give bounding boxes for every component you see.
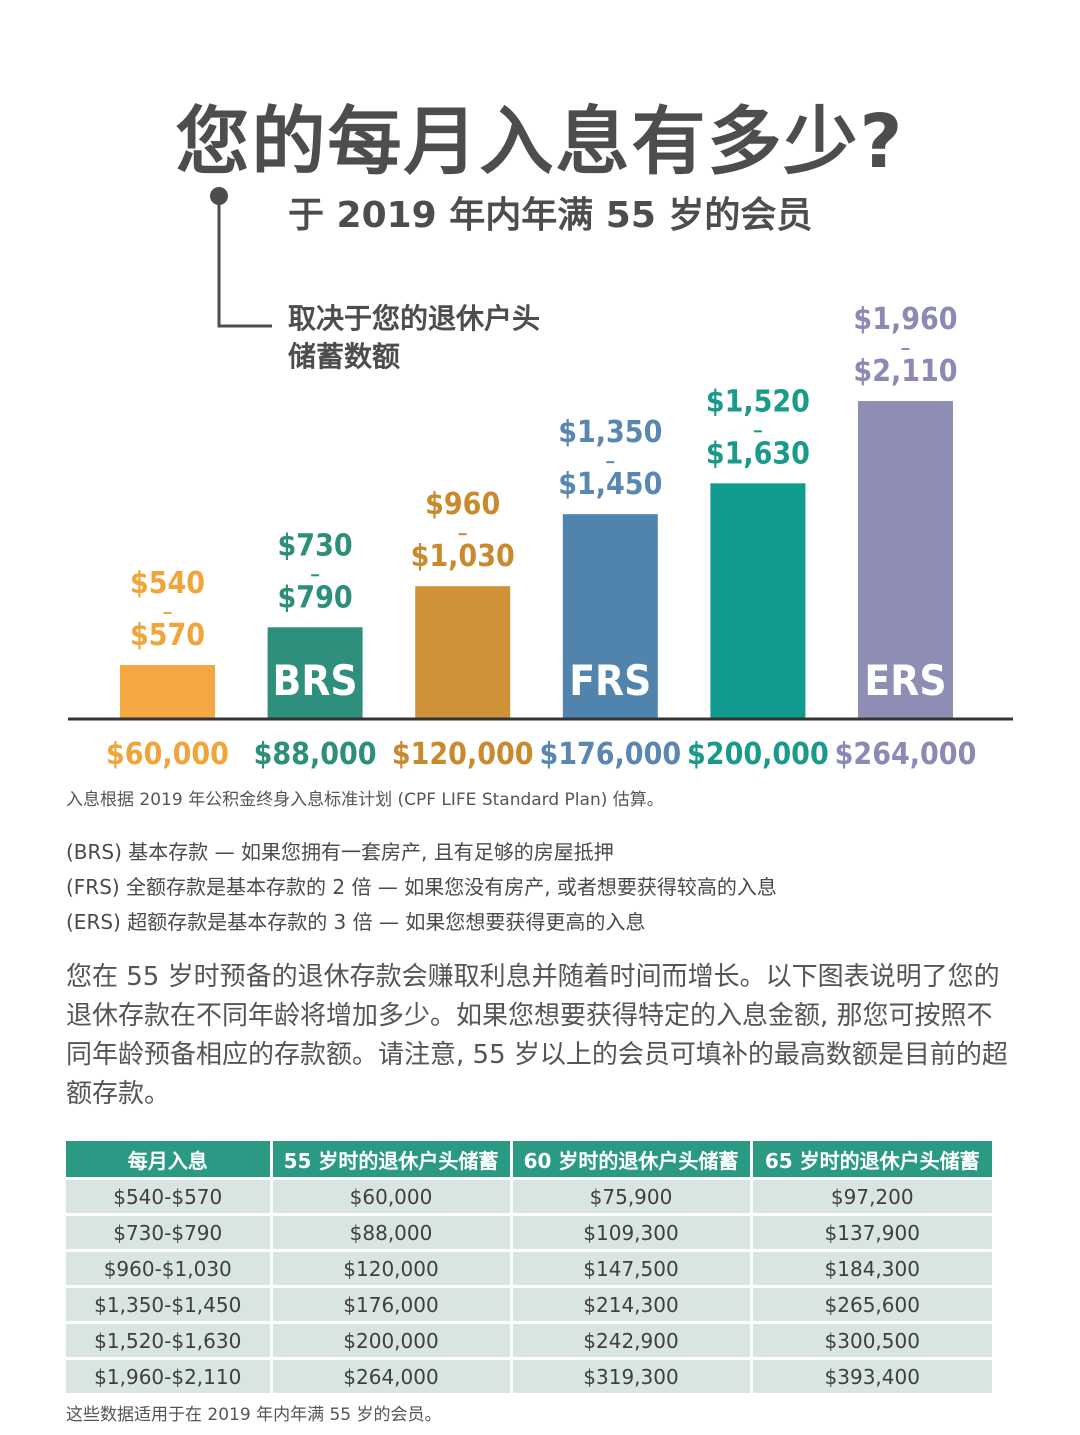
bar-label-high: $1,030: [411, 539, 515, 574]
table-cell: $184,300: [751, 1249, 992, 1287]
scheme-definitions: (BRS) 基本存款 — 如果您拥有一套房产, 且有足够的房屋抵押 (FRS) …: [66, 835, 777, 940]
bar: [120, 665, 215, 719]
table-cell: $242,900: [511, 1321, 753, 1359]
bar-label-low: $730: [278, 528, 353, 563]
header-savings-at-65: 65 岁时的退休户头储蓄: [751, 1141, 992, 1179]
table-cell: $147,500: [511, 1249, 753, 1287]
table-row: $960-$1,030 $120,000 $147,500 $184,300: [66, 1249, 992, 1287]
table-cell: $109,300: [511, 1213, 753, 1251]
bar: [267, 627, 363, 719]
table-row: $1,520-$1,630 $200,000 $242,900 $300,500: [66, 1321, 992, 1359]
bar-label-dash: [753, 430, 762, 433]
income-bar-chart: $540 $570 $60,000 $730 $790 BRS $88,000 $960 $1,…: [68, 187, 1013, 772]
table-cell: $75,900: [511, 1177, 753, 1215]
table-cell: $960-$1,030: [66, 1249, 273, 1287]
header-savings-at-60: 60 岁时的退休户头储蓄: [511, 1141, 753, 1179]
table-cell: $264,000: [271, 1357, 513, 1393]
bar-label-dash: [901, 348, 910, 351]
table-cell: $176,000: [271, 1285, 513, 1323]
bar-label-low: $540: [130, 566, 205, 601]
page-title: 您的每月入息有多少?: [175, 99, 905, 185]
page-subtitle: 于 2019 年内年满 55 岁的会员: [288, 195, 813, 236]
bar-label-high: $1,450: [558, 467, 662, 502]
savings-table: 每月入息 55 岁时的退休户头储蓄 60 岁时的退休户头储蓄 65 岁时的退休户…: [66, 1141, 992, 1393]
table-cell: $97,200: [751, 1177, 992, 1215]
definition-brs: (BRS) 基本存款 — 如果您拥有一套房产, 且有足够的房屋抵押: [66, 840, 614, 864]
x-tick-label: $264,000: [835, 737, 977, 772]
bar-label-high: $570: [130, 618, 205, 653]
bar-tag: FRS: [569, 656, 651, 705]
table-cell: $200,000: [271, 1321, 513, 1359]
bar-tag: ERS: [864, 656, 946, 705]
table-row: $1,350-$1,450 $176,000 $214,300 $265,600: [66, 1285, 992, 1323]
table-cell: $214,300: [511, 1285, 753, 1323]
bar-label-dash: [606, 461, 615, 464]
callout-connector: [210, 187, 272, 328]
bar-label-high: $2,110: [853, 354, 957, 389]
chart-footnote: 入息根据 2019 年公积金终身入息标准计划 (CPF LIFE Standar…: [66, 790, 664, 810]
table-cell: $120,000: [271, 1249, 513, 1287]
bar-label-low: $1,520: [706, 384, 810, 419]
bar: [562, 514, 658, 719]
table-cell: $1,520-$1,630: [66, 1321, 273, 1359]
bar-label-high: $1,630: [706, 436, 810, 471]
table-cell: $137,900: [751, 1213, 992, 1251]
bar-label-dash: [163, 612, 172, 614]
table-header-row: 每月入息 55 岁时的退休户头储蓄 60 岁时的退休户头储蓄 65 岁时的退休户…: [66, 1141, 992, 1179]
table-cell: $540-$570: [66, 1177, 273, 1215]
bar-label-low: $1,960: [853, 302, 957, 337]
bar-label-dash: [458, 533, 467, 536]
table-cell: $1,350-$1,450: [66, 1285, 273, 1323]
bar: [415, 586, 511, 719]
x-tick-label: $120,000: [392, 737, 534, 772]
x-tick-label: $200,000: [687, 737, 829, 772]
x-tick-label: $60,000: [106, 737, 229, 772]
table-row: $540-$570 $60,000 $75,900 $97,200: [66, 1177, 992, 1215]
callout-line-1: 取决于您的退休户头: [288, 302, 541, 335]
table-cell: $393,400: [751, 1357, 992, 1393]
bar: [858, 401, 953, 719]
definition-frs: (FRS) 全额存款是基本存款的 2 倍 — 如果您没有房产, 或者想要获得较高…: [66, 875, 777, 899]
table-cell: $300,500: [751, 1321, 992, 1359]
table-row: $730-$790 $88,000 $109,300 $137,900: [66, 1213, 992, 1251]
header-monthly-income: 每月入息: [66, 1141, 273, 1179]
table-cell: $1,960-$2,110: [66, 1357, 273, 1393]
table-footnote: 这些数据适用于在 2019 年内年满 55 岁的会员。: [66, 1405, 442, 1425]
bar-label-low: $960: [425, 487, 500, 522]
table-row: $1,960-$2,110 $264,000 $319,300 $393,400: [66, 1357, 992, 1393]
x-tick-label: $88,000: [254, 737, 377, 772]
callout-text: 取决于您的退休户头 储蓄数额: [288, 300, 540, 376]
bar-label-low: $1,350: [558, 415, 662, 450]
bar: [710, 483, 806, 719]
table-cell: $60,000: [271, 1177, 513, 1215]
x-tick-label: $176,000: [539, 737, 681, 772]
table-cell: $319,300: [511, 1357, 753, 1393]
callout-line-2: 储蓄数额: [288, 340, 401, 373]
table-cell: $730-$790: [66, 1213, 273, 1251]
bar-label-dash: [311, 574, 320, 577]
bar-label-high: $790: [278, 580, 353, 615]
table-cell: $88,000: [271, 1213, 513, 1251]
header-savings-at-55: 55 岁时的退休户头储蓄: [271, 1141, 513, 1179]
bar-tag: BRS: [273, 656, 358, 705]
bars-layer: $540 $570 $60,000 $730 $790 BRS $88,000 $960 $1,…: [106, 302, 976, 772]
table-cell: $265,600: [751, 1285, 992, 1323]
explanation-paragraph: 您在 55 岁时预备的退休存款会赚取利息并随着时间而增长。以下图表说明了您的退休…: [66, 962, 1008, 1109]
definition-ers: (ERS) 超额存款是基本存款的 3 倍 — 如果您想要获得更高的入息: [66, 910, 646, 934]
